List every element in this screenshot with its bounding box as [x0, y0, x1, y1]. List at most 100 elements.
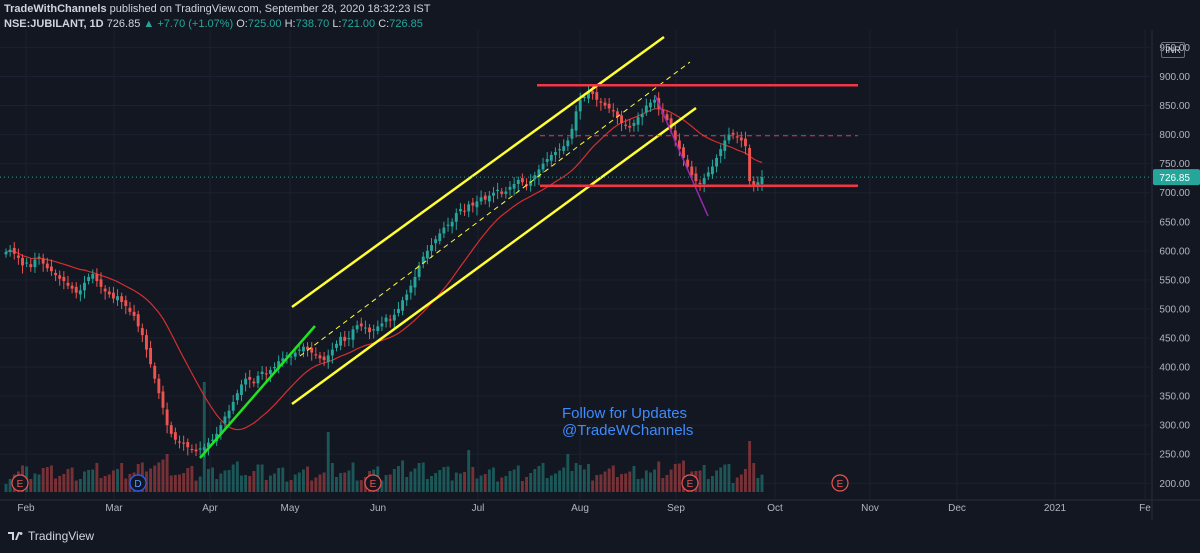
candle-body	[165, 409, 169, 426]
volume-bar	[268, 475, 272, 492]
volume-bar	[756, 478, 760, 492]
symbol-label[interactable]: NSE:JUBILANT, 1D	[4, 18, 104, 30]
candle-body	[467, 204, 471, 212]
y-tick-label: 700.00	[1159, 188, 1190, 199]
volume-bar	[673, 464, 677, 492]
price-axis	[1152, 30, 1200, 522]
candle-body	[516, 179, 520, 184]
candle-body	[140, 328, 144, 336]
volume-bar	[256, 464, 260, 492]
x-tick-label: May	[281, 503, 300, 514]
volume-bar	[297, 472, 301, 492]
candle-body	[632, 122, 636, 126]
o-value: 725.00	[247, 18, 282, 30]
volume-bar	[401, 460, 405, 492]
candle-body	[748, 147, 752, 182]
candle-body	[475, 201, 479, 208]
last-price-label: 726.85	[1159, 173, 1190, 184]
candle-body	[607, 103, 611, 109]
candle-body	[624, 124, 628, 126]
author-name[interactable]: TradeWithChannels	[4, 3, 107, 15]
candle-body	[322, 356, 326, 361]
volume-bar	[615, 477, 619, 492]
candle-body	[78, 290, 82, 295]
volume-bar	[335, 477, 338, 492]
last-price-text: 726.85	[106, 18, 141, 30]
candle-body	[686, 159, 690, 167]
event-marker-label: E	[17, 479, 24, 490]
volume-bar	[227, 470, 231, 492]
volume-bar	[549, 475, 553, 492]
candle-body	[173, 432, 177, 440]
currency-badge[interactable]: INR	[1161, 42, 1185, 58]
volume-bar	[83, 471, 86, 492]
candle-body	[702, 178, 706, 184]
volume-bar	[330, 463, 334, 492]
volume-bar	[107, 474, 111, 492]
candle-body	[715, 157, 719, 167]
y-tick-label: 800.00	[1159, 130, 1190, 141]
volume-bar	[710, 476, 714, 492]
candle-body	[116, 296, 119, 301]
volume-bar	[111, 470, 115, 492]
x-tick-label: Aug	[571, 503, 589, 514]
volume-bar	[70, 467, 74, 492]
dividend-marker	[129, 474, 147, 492]
candle-body	[12, 247, 16, 254]
trend-line-green	[199, 325, 316, 459]
candle-body	[603, 102, 607, 106]
volume-bar	[500, 477, 504, 492]
volume-bar	[169, 475, 173, 492]
candle-body	[504, 191, 508, 194]
candle-body	[182, 442, 186, 444]
candle-body	[706, 172, 710, 177]
candle-body	[145, 335, 148, 350]
volume-bar	[359, 480, 363, 492]
candle-body	[615, 111, 619, 118]
volume-bar	[95, 463, 99, 492]
candle-body	[306, 346, 310, 350]
y-tick-label: 350.00	[1159, 392, 1190, 403]
volume-bar	[231, 464, 235, 492]
volume-bar	[244, 475, 248, 492]
volume-bar	[62, 474, 66, 492]
volume-bar	[173, 475, 177, 492]
c-value: 726.85	[389, 18, 423, 30]
candle-body	[599, 101, 603, 103]
volume-bar	[409, 471, 413, 492]
candle-body	[355, 325, 359, 330]
change-text: ▲ +7.70 (+1.07%)	[143, 18, 234, 30]
volume-bar	[537, 466, 541, 492]
candle-body	[566, 140, 570, 147]
volume-bar	[293, 474, 297, 492]
volume-bar	[41, 468, 45, 492]
candle-body	[223, 416, 227, 424]
publish-text: published on TradingView.com, September …	[106, 3, 431, 15]
volume-bar	[198, 476, 202, 492]
candle-body	[545, 159, 549, 162]
volume-bar	[421, 462, 425, 492]
volume-bar	[326, 432, 330, 492]
volume-bar	[37, 474, 41, 492]
volume-bar	[289, 480, 293, 492]
h-label: H:	[284, 18, 296, 30]
candle-body	[739, 137, 743, 141]
candle-body	[496, 189, 500, 191]
candle-body	[186, 442, 190, 448]
tradingview-logo[interactable]: TradingView	[8, 529, 94, 543]
candle-body	[83, 282, 86, 291]
volume-bar	[529, 473, 533, 492]
symbol-header: NSE:JUBILANT, 1D 726.85 ▲ +7.70 (+1.07%)…	[4, 18, 423, 30]
candle-body	[665, 114, 669, 121]
volume-bar	[611, 465, 615, 492]
volume-bar	[194, 480, 198, 492]
earnings-marker	[681, 474, 699, 492]
volume-bar	[653, 469, 657, 492]
volume-bar	[182, 473, 186, 492]
candle-body	[33, 259, 37, 268]
volume-bar	[731, 483, 735, 492]
candle-body	[463, 210, 467, 212]
volume-bar	[442, 467, 446, 492]
